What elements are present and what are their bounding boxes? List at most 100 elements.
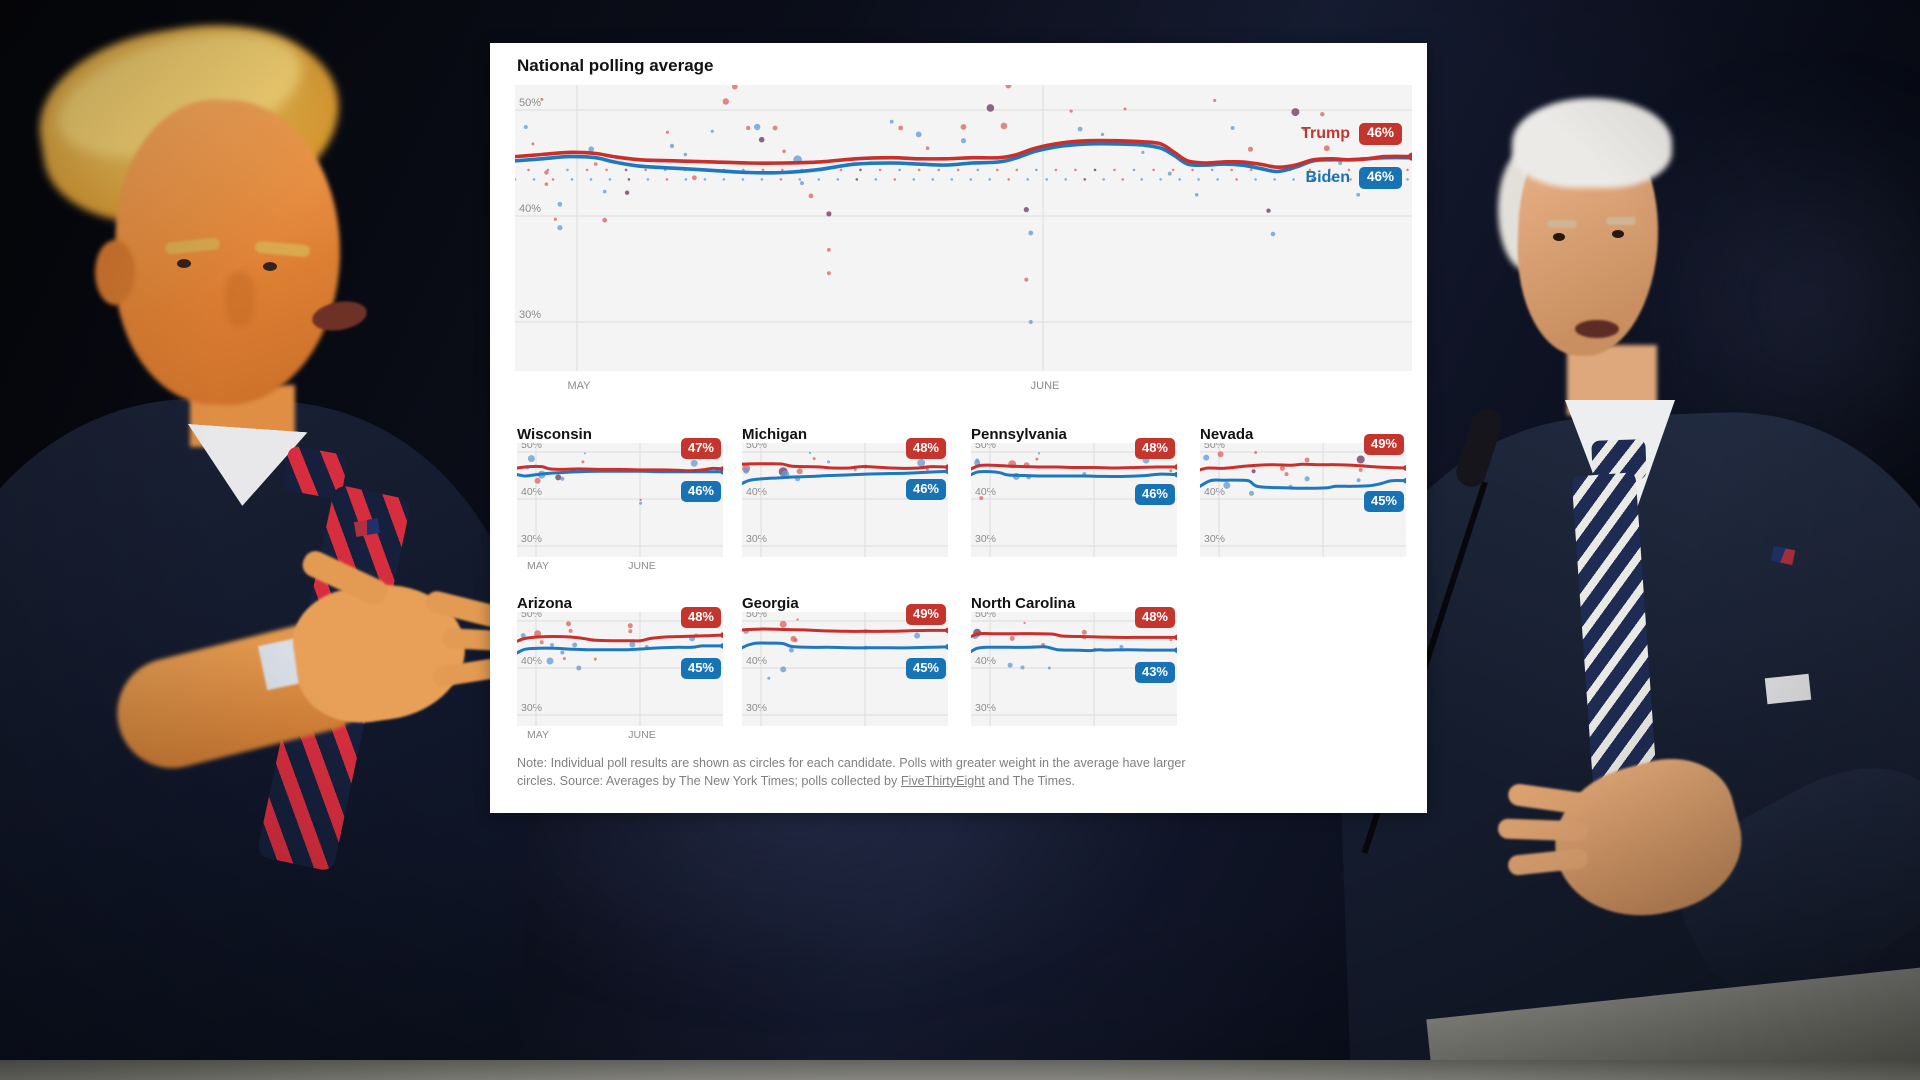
svg-text:50%: 50% [975, 612, 996, 620]
trump-ear [95, 240, 135, 305]
svg-text:30%: 30% [519, 309, 541, 321]
trump-eye [263, 262, 277, 271]
svg-text:JUNE: JUNE [628, 729, 655, 741]
svg-text:50%: 50% [746, 443, 767, 451]
svg-text:30%: 30% [521, 533, 542, 545]
svg-text:50%: 50% [975, 443, 996, 451]
backdrop-glow [1600, 90, 1920, 510]
svg-text:30%: 30% [746, 533, 767, 545]
biden-finger [1497, 818, 1589, 842]
pocket-square [1764, 673, 1812, 705]
microphone-icon [1452, 405, 1506, 491]
svg-text:50%: 50% [519, 97, 541, 109]
state-title: Nevada [1200, 426, 1254, 443]
trump-value-badge: 48% [1134, 607, 1175, 629]
trump-arm [105, 610, 385, 780]
flag-pin [1770, 545, 1796, 566]
state-plot: 50% 40% 30% MAY JUNE [517, 443, 723, 572]
footnote-text: and The Times. [984, 773, 1075, 788]
stage-floor [0, 1060, 1920, 1080]
national-plot: 50% 40% 30% MAY JUNE [513, 82, 1416, 392]
svg-text:50%: 50% [521, 443, 542, 451]
state-chart: Michigan 50% 40% 30% 48% 46% [742, 427, 948, 557]
biden-eye [1553, 233, 1565, 241]
biden-tie [1591, 439, 1647, 481]
biden-value-badge: 45% [680, 658, 721, 680]
state-title: Pennsylvania [971, 426, 1067, 443]
state-chart: North Carolina 50% 40% 30% 48% 43% [971, 596, 1177, 726]
state-plot: 50% 40% 30% [742, 612, 948, 726]
trump-value-badge: 49% [905, 604, 946, 626]
svg-text:MAY: MAY [527, 729, 549, 741]
flag-pin [353, 518, 381, 537]
biden-face [1513, 113, 1663, 359]
state-chart: Wisconsin 50% 40% 30% MAY JUNE 47% 46% [517, 427, 723, 575]
biden-shirt-collar [1565, 400, 1675, 550]
biden-value-badge: 45% [1363, 491, 1404, 513]
trump-value-badge: 47% [680, 438, 721, 460]
svg-text:30%: 30% [521, 702, 542, 714]
trump-neck [190, 385, 295, 447]
svg-text:40%: 40% [519, 203, 541, 215]
state-chart: Arizona 50% 40% 30% MAY JUNE 48% 45% [517, 596, 723, 744]
svg-text:MAY: MAY [527, 560, 549, 572]
biden-value-badge: 43% [1134, 662, 1175, 684]
trump-eyebrow [164, 237, 221, 255]
biden-eyebrow [1547, 220, 1577, 228]
trump-eye [177, 259, 191, 268]
trump-eyebrow [254, 240, 311, 258]
biden-legend-label: Biden [1305, 168, 1350, 186]
state-title: Michigan [742, 426, 808, 443]
trump-hair [45, 9, 315, 181]
svg-text:JUNE: JUNE [1031, 380, 1060, 392]
biden-finger [1507, 847, 1589, 877]
svg-text:40%: 40% [521, 486, 542, 498]
svg-text:JUNE: JUNE [628, 560, 655, 572]
state-chart: Georgia 50% 40% 30% 49% 45% [742, 596, 948, 726]
svg-text:40%: 40% [746, 655, 767, 667]
trump-suit [0, 389, 543, 1080]
state-chart: Nevada 50% 40% 30% 49% 45% [1200, 427, 1406, 557]
svg-text:40%: 40% [975, 486, 996, 498]
biden-neck [1567, 345, 1657, 415]
svg-text:MAY: MAY [567, 380, 591, 392]
trump-value-badge: 48% [680, 607, 721, 629]
trump-nose [225, 272, 255, 327]
svg-text:40%: 40% [975, 655, 996, 667]
svg-text:30%: 30% [975, 533, 996, 545]
svg-text:30%: 30% [1204, 533, 1225, 545]
svg-text:30%: 30% [746, 702, 767, 714]
svg-text:50%: 50% [746, 612, 767, 620]
svg-text:40%: 40% [521, 655, 542, 667]
chart-title: National polling average [517, 56, 714, 75]
biden-sleeve [1654, 734, 1920, 1026]
biden-hair [1498, 150, 1553, 270]
trump-tie [256, 484, 412, 872]
trump-mouth [309, 297, 370, 335]
biden-hand [1538, 743, 1757, 937]
trump-face [109, 96, 346, 409]
biden-mouth [1575, 320, 1619, 338]
biden-finger [1506, 782, 1590, 816]
biden-value-badge: 46% [680, 481, 721, 503]
trump-tie [281, 445, 349, 500]
svg-text:50%: 50% [1204, 443, 1225, 451]
svg-text:40%: 40% [746, 486, 767, 498]
polling-panel: National polling average 50% 40% 30% MAY JUN… [490, 43, 1427, 813]
biden-hair [1512, 98, 1672, 188]
trump-value-badge: 48% [1134, 438, 1175, 460]
trump-value-badge: 49% [1363, 434, 1404, 456]
biden-value-badge: 45% [905, 658, 946, 680]
trump-legend: Trump 46% [1301, 123, 1402, 145]
state-chart: Pennsylvania 50% 40% 30% 48% 46% [971, 427, 1177, 557]
national-chart: 50% 40% 30% MAY JUNE Trump 46% Biden 46% [513, 82, 1416, 395]
fivethirtyeight-link[interactable]: FiveThirtyEight [900, 773, 985, 788]
biden-value-badge: 46% [1358, 167, 1402, 189]
biden-eye [1612, 230, 1624, 238]
trump-shirt-collar [182, 424, 307, 510]
state-title: Georgia [742, 595, 799, 612]
trump-hand [286, 573, 474, 732]
trump-shirt-cuff [257, 634, 322, 691]
trump-legend-label: Trump [1301, 124, 1350, 142]
